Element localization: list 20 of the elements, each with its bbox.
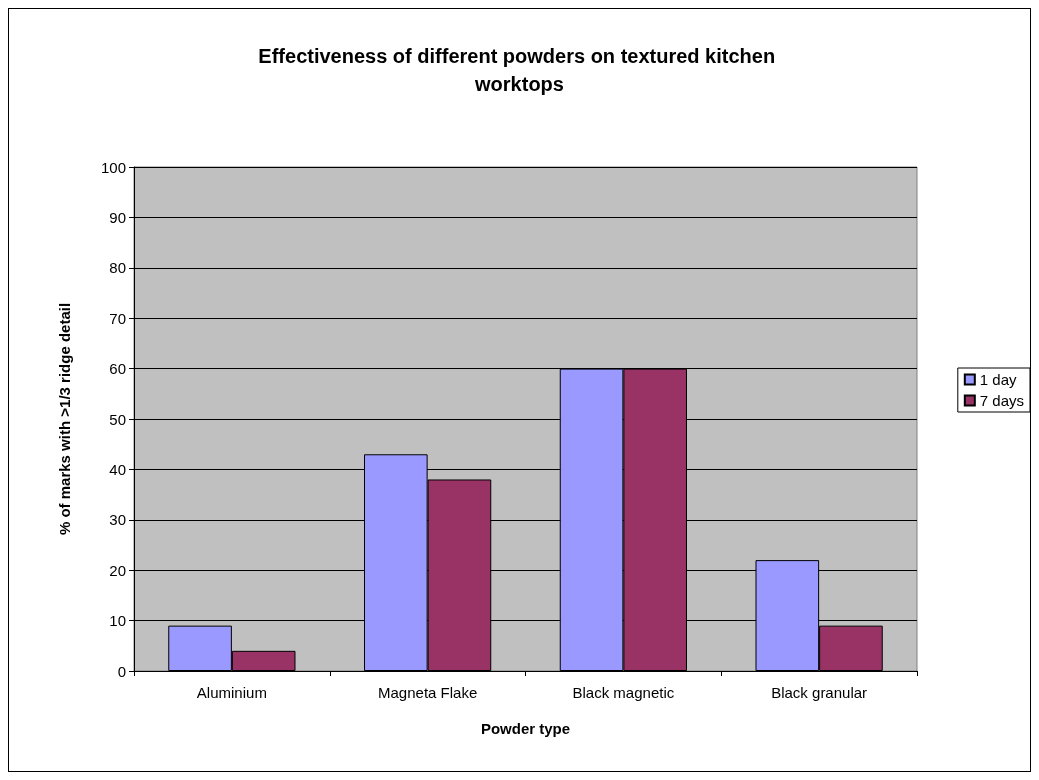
chart-title: Effectiveness of different powders on textured kitchen worktops xyxy=(258,45,781,95)
legend-label: 7 days xyxy=(979,392,1025,409)
y-tick-label: 60 xyxy=(109,360,126,378)
y-axis-title: % of marks with >1/3 ridge detail xyxy=(56,302,73,536)
y-tick-label: 30 xyxy=(109,511,126,529)
y-tick-label: 100 xyxy=(100,158,126,176)
x-tick-label: Magneta Flake xyxy=(378,684,478,701)
y-tick-label: 40 xyxy=(109,460,126,478)
y-tick-label: 20 xyxy=(109,561,126,579)
x-tick-label: Black granular xyxy=(771,684,868,701)
y-tick-label: 0 xyxy=(117,662,126,680)
legend-label: 1 day xyxy=(979,371,1017,388)
y-tick-label: 50 xyxy=(109,410,126,428)
x-tick-label: Aluminium xyxy=(196,684,267,701)
y-tick-label: 10 xyxy=(109,612,126,630)
x-tick-label: Black magnetic xyxy=(572,684,675,701)
x-axis-title: Powder type xyxy=(480,720,571,737)
y-tick-label: 90 xyxy=(109,208,126,226)
y-tick-label: 70 xyxy=(109,309,126,327)
y-tick-label: 80 xyxy=(109,259,126,277)
